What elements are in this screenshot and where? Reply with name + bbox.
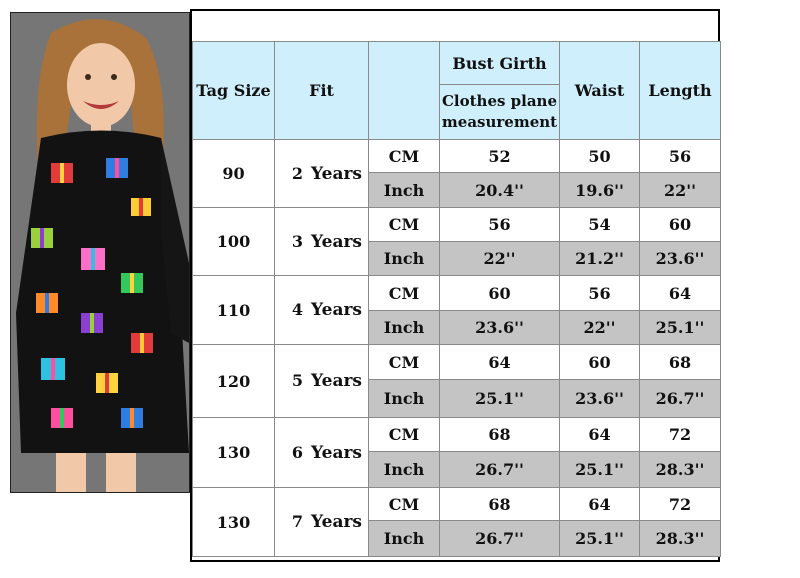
bust-cm-cell: 52 xyxy=(439,139,560,173)
unit-cm-cell: CM xyxy=(368,275,440,311)
fit-age-number: 4 xyxy=(291,300,304,319)
bust-inch-cell: 26.7'' xyxy=(439,520,560,557)
table-row-inch: Inch 25.1'' 23.6'' 26.7'' xyxy=(193,379,721,418)
table-row-inch: Inch 22'' 21.2'' 23.6'' xyxy=(193,241,721,276)
fit-cell: 2 Years xyxy=(274,139,369,208)
length-cm-cell: 72 xyxy=(639,487,721,521)
unit-inch-cell: Inch xyxy=(368,379,440,418)
header-bust-subtitle: Clothes plane measurement xyxy=(439,84,560,140)
header-length: Length xyxy=(639,41,721,140)
length-inch-cell: 28.3'' xyxy=(639,451,721,488)
unit-cm-cell: CM xyxy=(368,139,440,173)
table-row-cm: 130 6 Years CM 68 64 72 xyxy=(192,417,721,488)
fit-age-number: 2 xyxy=(291,163,304,183)
table-top-blank-row xyxy=(192,11,718,41)
unit-cm-cell: CM xyxy=(368,344,440,380)
bust-cm-cell: 64 xyxy=(439,344,560,380)
fit-age-number: 7 xyxy=(291,512,304,531)
header-waist: Waist xyxy=(559,41,640,140)
fit-age-unit: Years xyxy=(310,163,362,184)
bust-inch-cell: 25.1'' xyxy=(439,379,560,418)
waist-cm-cell: 60 xyxy=(559,344,640,380)
bust-cm-cell: 68 xyxy=(439,487,560,521)
length-cm-cell: 56 xyxy=(639,139,721,173)
girl-in-gift-print-dress-photo xyxy=(11,13,189,492)
waist-cm-cell: 64 xyxy=(559,487,640,521)
waist-cm-cell: 56 xyxy=(559,275,640,311)
unit-inch-cell: Inch xyxy=(368,451,440,488)
tag-size-cell: 110 xyxy=(192,275,275,345)
length-inch-cell: 25.1'' xyxy=(639,310,721,345)
unit-cm-cell: CM xyxy=(368,487,440,521)
waist-inch-cell: 25.1'' xyxy=(559,520,640,557)
length-inch-cell: 26.7'' xyxy=(639,379,721,418)
fit-cell: 7 Years xyxy=(274,487,369,557)
length-cm-cell: 72 xyxy=(639,417,721,452)
length-cm-cell: 64 xyxy=(639,275,721,311)
table-row-inch: Inch 20.4'' 19.6'' 22'' xyxy=(193,172,721,208)
waist-inch-cell: 23.6'' xyxy=(559,379,640,418)
tag-size-cell: 90 xyxy=(192,139,275,208)
bust-cm-cell: 60 xyxy=(439,275,560,311)
fit-cell: 6 Years xyxy=(274,417,369,488)
tag-size-cell: 130 xyxy=(192,417,275,488)
bust-inch-cell: 26.7'' xyxy=(439,451,560,488)
table-row-inch: Inch 23.6'' 22'' 25.1'' xyxy=(193,310,721,345)
fit-age-number: 5 xyxy=(291,371,304,390)
table-row-cm: 90 2 Years CM 52 50 56 xyxy=(192,139,721,208)
header-fit: Fit xyxy=(274,41,369,140)
fit-age-unit: Years xyxy=(310,512,362,532)
waist-cm-cell: 64 xyxy=(559,417,640,452)
header-unit xyxy=(368,41,440,140)
unit-inch-cell: Inch xyxy=(368,241,440,276)
tag-size-cell: 100 xyxy=(192,207,275,276)
unit-cm-cell: CM xyxy=(368,417,440,452)
bust-cm-cell: 56 xyxy=(439,207,560,242)
unit-inch-cell: Inch xyxy=(368,172,440,208)
table-row-cm: 120 5 Years CM 64 60 68 xyxy=(192,344,721,418)
fit-age-number: 6 xyxy=(291,442,304,462)
header-tag-size: Tag Size xyxy=(192,41,275,140)
unit-cm-cell: CM xyxy=(368,207,440,242)
waist-inch-cell: 22'' xyxy=(559,310,640,345)
bust-inch-cell: 20.4'' xyxy=(439,172,560,208)
size-chart: Tag Size Fit Bust Girth Waist Length Clo… xyxy=(190,9,721,562)
waist-cm-cell: 54 xyxy=(559,207,640,242)
unit-inch-cell: Inch xyxy=(368,310,440,345)
fit-age-unit: Years xyxy=(310,371,362,391)
table-row-cm: 130 7 Years CM 68 64 72 xyxy=(192,487,721,557)
length-inch-cell: 28.3'' xyxy=(639,520,721,557)
table-row-inch: Inch 26.7'' 25.1'' 28.3'' xyxy=(193,520,721,557)
header-bust-girth: Bust Girth xyxy=(439,41,560,85)
unit-inch-cell: Inch xyxy=(368,520,440,557)
length-cm-cell: 68 xyxy=(639,344,721,380)
length-inch-cell: 23.6'' xyxy=(639,241,721,276)
product-photo xyxy=(10,12,190,493)
fit-age-unit: Years xyxy=(310,442,362,463)
bust-inch-cell: 23.6'' xyxy=(439,310,560,345)
table-row-inch: Inch 26.7'' 25.1'' 28.3'' xyxy=(193,451,721,488)
fit-age-unit: Years xyxy=(310,231,362,252)
fit-age-number: 3 xyxy=(291,231,304,251)
size-table: Tag Size Fit Bust Girth Waist Length Clo… xyxy=(192,41,721,557)
bust-cm-cell: 68 xyxy=(439,417,560,452)
waist-inch-cell: 21.2'' xyxy=(559,241,640,276)
fit-age-unit: Years xyxy=(310,300,362,320)
table-row-cm: 110 4 Years CM 60 56 64 xyxy=(192,275,721,345)
length-inch-cell: 22'' xyxy=(639,172,721,208)
waist-inch-cell: 19.6'' xyxy=(559,172,640,208)
fit-cell: 5 Years xyxy=(274,344,369,418)
tag-size-cell: 120 xyxy=(192,344,275,418)
table-row-cm: 100 3 Years CM 56 54 60 xyxy=(192,207,721,276)
bust-inch-cell: 22'' xyxy=(439,241,560,276)
fit-cell: 4 Years xyxy=(274,275,369,345)
fit-cell: 3 Years xyxy=(274,207,369,276)
length-cm-cell: 60 xyxy=(639,207,721,242)
tag-size-cell: 130 xyxy=(192,487,275,557)
waist-inch-cell: 25.1'' xyxy=(559,451,640,488)
waist-cm-cell: 50 xyxy=(559,139,640,173)
